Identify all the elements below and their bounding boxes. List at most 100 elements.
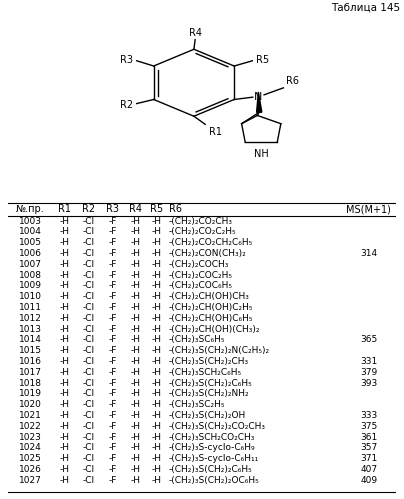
Text: 331: 331 — [360, 357, 377, 366]
Text: -H: -H — [152, 422, 162, 431]
Text: -(CH₂)₂CO₂CH₂C₆H₅: -(CH₂)₂CO₂CH₂C₆H₅ — [169, 238, 253, 247]
Text: 1027: 1027 — [19, 476, 42, 485]
Text: -H: -H — [130, 217, 140, 226]
Text: -Cl: -Cl — [82, 292, 95, 301]
Text: R4: R4 — [128, 204, 141, 214]
Text: -H: -H — [152, 228, 162, 237]
Text: -H: -H — [59, 379, 69, 388]
Polygon shape — [257, 92, 262, 112]
Text: 1011: 1011 — [19, 303, 42, 312]
Text: 1015: 1015 — [19, 346, 42, 355]
Text: 333: 333 — [360, 411, 377, 420]
Text: 1026: 1026 — [19, 465, 42, 474]
Text: -Cl: -Cl — [82, 217, 95, 226]
Text: -Cl: -Cl — [82, 314, 95, 323]
Text: -(CH₂)₃S-cyclo-C₆H₉: -(CH₂)₃S-cyclo-C₆H₉ — [169, 444, 256, 453]
Text: -F: -F — [109, 444, 117, 453]
Text: 1005: 1005 — [19, 238, 42, 247]
Text: -H: -H — [130, 303, 140, 312]
Text: 314: 314 — [360, 249, 377, 258]
Text: -Cl: -Cl — [82, 259, 95, 269]
Text: -H: -H — [59, 389, 69, 398]
Text: -H: -H — [152, 357, 162, 366]
Text: -F: -F — [109, 357, 117, 366]
Text: -H: -H — [152, 465, 162, 474]
Text: -H: -H — [59, 368, 69, 377]
Text: -H: -H — [152, 346, 162, 355]
Text: -Cl: -Cl — [82, 379, 95, 388]
Text: -H: -H — [130, 368, 140, 377]
Text: 1013: 1013 — [19, 324, 42, 333]
Text: R3: R3 — [106, 204, 119, 214]
Text: 1010: 1010 — [19, 292, 42, 301]
Text: -H: -H — [130, 314, 140, 323]
Text: -H: -H — [59, 444, 69, 453]
Text: -(CH₂)₃SC₂H₅: -(CH₂)₃SC₂H₅ — [169, 400, 225, 409]
Text: -H: -H — [152, 259, 162, 269]
Text: -H: -H — [130, 379, 140, 388]
Text: -(CH₂)₃S-cyclo-C₆H₁₁: -(CH₂)₃S-cyclo-C₆H₁₁ — [169, 454, 259, 463]
Text: -H: -H — [59, 217, 69, 226]
Text: -H: -H — [130, 465, 140, 474]
Text: -Cl: -Cl — [82, 346, 95, 355]
Text: -H: -H — [152, 411, 162, 420]
Text: R3: R3 — [120, 54, 133, 64]
Text: -(CH₂)₃S(CH₂)₂C₆H₅: -(CH₂)₃S(CH₂)₂C₆H₅ — [169, 465, 253, 474]
Text: -F: -F — [109, 259, 117, 269]
Text: -(CH₂)₂CH(OH)(CH₃)₂: -(CH₂)₂CH(OH)(CH₃)₂ — [169, 324, 261, 333]
Text: MS(M+1): MS(M+1) — [346, 204, 391, 214]
Text: 1006: 1006 — [19, 249, 42, 258]
Text: -F: -F — [109, 228, 117, 237]
Text: -F: -F — [109, 400, 117, 409]
Text: -Cl: -Cl — [82, 444, 95, 453]
Text: -F: -F — [109, 249, 117, 258]
Text: -F: -F — [109, 324, 117, 333]
Text: -(CH₂)₂COC₆H₅: -(CH₂)₂COC₆H₅ — [169, 281, 233, 290]
Text: -H: -H — [130, 228, 140, 237]
Text: -Cl: -Cl — [82, 238, 95, 247]
Text: 379: 379 — [360, 368, 377, 377]
Text: 1017: 1017 — [19, 368, 42, 377]
Text: -H: -H — [152, 454, 162, 463]
Text: -H: -H — [59, 400, 69, 409]
Text: -(CH₂)₃S(CH₂)₂OH: -(CH₂)₃S(CH₂)₂OH — [169, 411, 246, 420]
Text: -Cl: -Cl — [82, 422, 95, 431]
Text: -H: -H — [59, 249, 69, 258]
Text: -(CH₂)₂CH(OH)CH₃: -(CH₂)₂CH(OH)CH₃ — [169, 292, 250, 301]
Text: -Cl: -Cl — [82, 270, 95, 279]
Text: -(CH₂)₂CO₂C₂H₅: -(CH₂)₂CO₂C₂H₅ — [169, 228, 237, 237]
Text: 1020: 1020 — [19, 400, 42, 409]
Text: -Cl: -Cl — [82, 324, 95, 333]
Text: 1024: 1024 — [19, 444, 42, 453]
Text: -H: -H — [59, 281, 69, 290]
Text: -H: -H — [152, 444, 162, 453]
Text: 371: 371 — [360, 454, 377, 463]
Text: -H: -H — [152, 433, 162, 442]
Text: -H: -H — [152, 249, 162, 258]
Text: -Cl: -Cl — [82, 454, 95, 463]
Text: -H: -H — [152, 335, 162, 344]
Text: -(CH₂)₃S(CH₂)₂NH₂: -(CH₂)₃S(CH₂)₂NH₂ — [169, 389, 250, 398]
Text: -(CH₂)₂CH(OH)C₆H₅: -(CH₂)₂CH(OH)C₆H₅ — [169, 314, 254, 323]
Text: -(CH₂)₃S(CH₂)₂CH₃: -(CH₂)₃S(CH₂)₂CH₃ — [169, 357, 249, 366]
Text: №.пр.: №.пр. — [16, 204, 45, 214]
Text: 1004: 1004 — [19, 228, 42, 237]
Text: -F: -F — [109, 217, 117, 226]
Text: -Cl: -Cl — [82, 357, 95, 366]
Text: -H: -H — [130, 335, 140, 344]
Text: -Cl: -Cl — [82, 303, 95, 312]
Text: 1003: 1003 — [19, 217, 42, 226]
Text: 409: 409 — [360, 476, 377, 485]
Text: -H: -H — [59, 324, 69, 333]
Text: -H: -H — [152, 389, 162, 398]
Text: -F: -F — [109, 422, 117, 431]
Text: NH: NH — [254, 149, 269, 159]
Text: -H: -H — [59, 270, 69, 279]
Text: -F: -F — [109, 303, 117, 312]
Text: 407: 407 — [360, 465, 377, 474]
Text: -H: -H — [59, 454, 69, 463]
Text: -H: -H — [130, 476, 140, 485]
Text: -H: -H — [130, 259, 140, 269]
Text: -H: -H — [130, 389, 140, 398]
Text: -F: -F — [109, 346, 117, 355]
